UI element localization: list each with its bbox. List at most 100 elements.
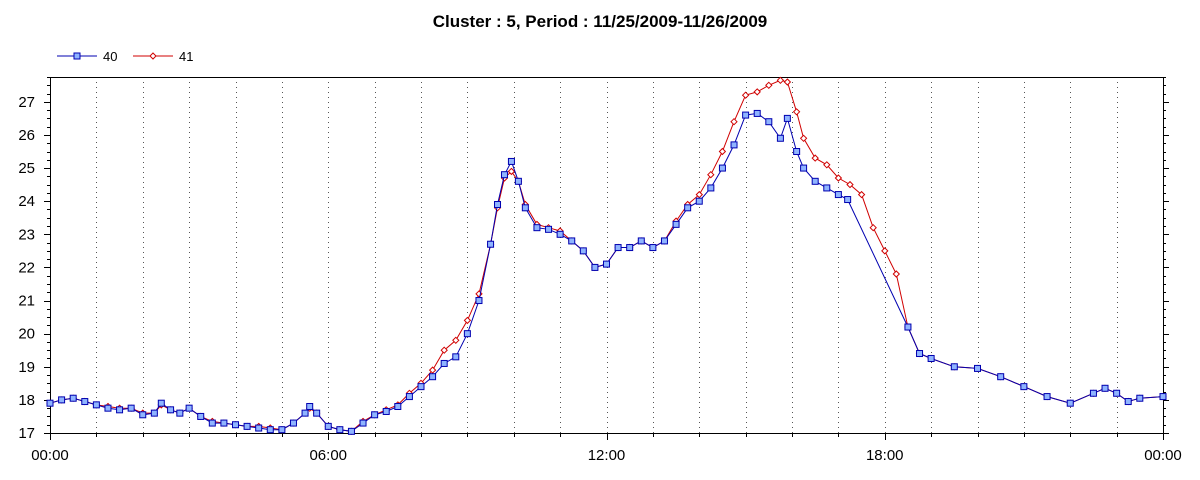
data-point-41 xyxy=(834,174,843,182)
data-point-40 xyxy=(306,403,314,411)
data-point-40 xyxy=(823,184,831,192)
data-point-41 xyxy=(428,366,437,374)
data-point-40 xyxy=(649,244,657,252)
x-tick-label: 18:00 xyxy=(866,447,904,464)
data-point-41 xyxy=(718,147,727,156)
legend-label-40: 40 xyxy=(103,49,118,64)
x-tick-label: 00:00 xyxy=(31,447,69,464)
data-point-40 xyxy=(1136,394,1144,402)
data-point-40 xyxy=(475,297,483,305)
data-point-40 xyxy=(176,409,184,417)
y-tick-label: 21 xyxy=(18,293,35,310)
data-point-40 xyxy=(417,383,425,391)
series-line-40 xyxy=(49,112,1164,432)
data-point-40 xyxy=(834,191,842,199)
data-point-40 xyxy=(116,406,124,414)
data-point-40 xyxy=(660,237,668,245)
y-tick-label: 27 xyxy=(18,94,35,111)
data-point-40 xyxy=(1043,393,1051,401)
data-point-40 xyxy=(950,363,958,371)
data-point-40 xyxy=(568,237,576,245)
data-point-40 xyxy=(232,421,239,429)
data-point-40 xyxy=(185,404,193,412)
data-point-40 xyxy=(626,244,634,252)
data-point-40 xyxy=(591,263,599,271)
data-point-41 xyxy=(452,336,460,345)
data-point-41 xyxy=(881,247,889,255)
data-point-40 xyxy=(255,424,263,432)
y-tick-label: 24 xyxy=(18,193,35,210)
legend-label-41: 41 xyxy=(179,49,194,64)
data-point-40 xyxy=(266,426,274,434)
data-point-40 xyxy=(793,148,801,156)
data-point-41 xyxy=(765,81,773,90)
data-point-41 xyxy=(799,134,808,143)
y-tick-label: 19 xyxy=(18,359,35,376)
legend-swatch-41 xyxy=(133,52,173,60)
data-point-40 xyxy=(382,407,390,415)
data-point-40 xyxy=(394,403,402,411)
data-point-40 xyxy=(533,224,541,232)
data-point-40 xyxy=(1159,393,1167,401)
data-point-41 xyxy=(695,190,704,199)
data-point-40 xyxy=(811,177,819,185)
data-point-40 xyxy=(1066,399,1074,407)
y-tick-label: 23 xyxy=(18,226,35,243)
data-point-40 xyxy=(545,225,553,233)
data-point-41 xyxy=(892,270,901,278)
y-tick-label: 25 xyxy=(18,160,35,177)
data-point-40 xyxy=(800,164,808,172)
data-point-40 xyxy=(521,204,529,212)
data-point-40 xyxy=(507,157,515,165)
x-tick-label: 00:00 xyxy=(1144,447,1182,464)
data-point-40 xyxy=(167,406,175,414)
data-point-40 xyxy=(139,411,147,419)
data-point-41 xyxy=(823,161,831,169)
data-point-40 xyxy=(603,260,610,268)
data-point-40 xyxy=(452,353,460,361)
data-point-40 xyxy=(81,398,89,406)
data-point-40 xyxy=(753,109,761,117)
data-point-40 xyxy=(742,111,750,119)
data-point-41 xyxy=(730,117,738,126)
series-line-41 xyxy=(49,79,1164,432)
data-point-41 xyxy=(741,91,750,99)
data-point-41 xyxy=(776,76,785,85)
data-point-40 xyxy=(150,409,158,417)
data-point-40 xyxy=(347,427,355,435)
data-point-40 xyxy=(556,230,564,238)
data-point-40 xyxy=(997,373,1005,381)
data-point-41 xyxy=(463,316,472,325)
data-point-40 xyxy=(336,426,344,434)
data-point-40 xyxy=(405,393,413,401)
data-point-40 xyxy=(301,409,309,417)
data-point-40 xyxy=(1089,389,1097,397)
data-point-40 xyxy=(220,419,228,427)
data-point-41 xyxy=(811,154,819,162)
data-point-40 xyxy=(730,141,738,149)
data-point-41 xyxy=(783,78,792,86)
data-point-40 xyxy=(313,409,321,417)
data-point-40 xyxy=(278,426,286,434)
y-tick-label: 18 xyxy=(18,392,35,409)
data-point-40 xyxy=(104,404,112,412)
data-point-40 xyxy=(684,204,692,212)
data-point-41 xyxy=(707,170,715,179)
x-tick-label: 06:00 xyxy=(309,447,347,464)
data-point-40 xyxy=(637,237,645,245)
data-point-41 xyxy=(857,190,866,199)
data-point-40 xyxy=(1124,398,1132,406)
data-point-40 xyxy=(765,118,773,126)
data-point-40 xyxy=(487,240,495,248)
y-tick-label: 22 xyxy=(18,259,35,276)
data-point-40 xyxy=(429,373,437,381)
data-point-40 xyxy=(579,247,587,255)
y-tick-label: 17 xyxy=(18,425,35,442)
data-point-40 xyxy=(1101,384,1109,392)
data-point-41 xyxy=(753,88,761,96)
data-point-40 xyxy=(695,197,703,205)
data-point-40 xyxy=(1113,389,1121,397)
series-40 xyxy=(46,109,1167,435)
data-point-40 xyxy=(92,401,100,409)
